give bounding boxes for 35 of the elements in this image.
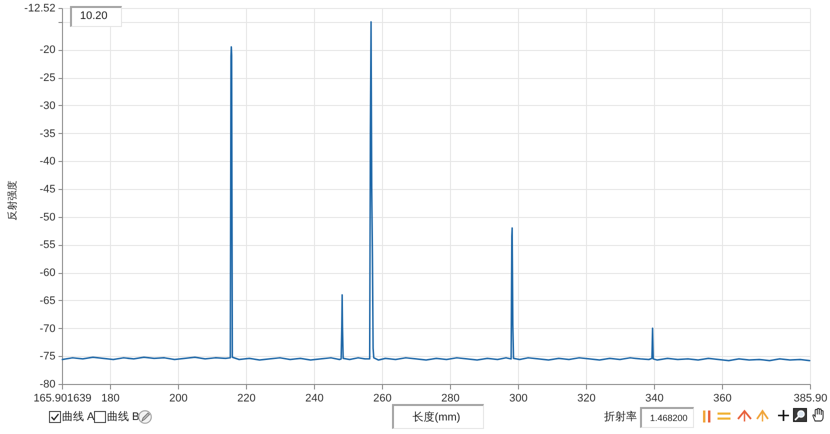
x-tick-label: 260 xyxy=(373,392,392,404)
y-tick-label: -80 xyxy=(40,378,56,390)
x-tick-label: 180 xyxy=(101,392,120,404)
x-tick-label: 220 xyxy=(237,392,256,404)
x-tick-label: 200 xyxy=(169,392,188,404)
y-tick-label: -55 xyxy=(40,239,56,252)
x-tick-label: 320 xyxy=(577,392,596,404)
y-tick-label: -40 xyxy=(40,156,56,168)
y-axis-title: 反射强度 xyxy=(6,180,18,220)
y-tick-label: -50 xyxy=(40,211,56,224)
y-tick-label: -60 xyxy=(40,267,56,280)
text: 曲线 A xyxy=(62,411,94,424)
text: 曲线 B xyxy=(107,411,140,424)
x-tick-label: 240 xyxy=(305,392,324,404)
y-tick-label: -20 xyxy=(40,44,56,56)
x-tick-label: 280 xyxy=(441,392,460,404)
y-tick-label: -12.52 xyxy=(24,2,56,14)
y-tick-label: -30 xyxy=(40,100,56,112)
line-series xyxy=(62,21,810,362)
y-tick-label: -25 xyxy=(40,72,56,84)
y-tick-label: -45 xyxy=(40,183,56,196)
x-tick-label: 385.90 xyxy=(794,392,828,404)
text-field: 10.20 xyxy=(70,6,122,27)
text-field: 1.468200 xyxy=(640,407,694,428)
y-tick-label: -35 xyxy=(40,128,56,140)
x-tick-label: 340 xyxy=(645,392,664,404)
y-tick-label: -75 xyxy=(40,350,56,363)
y-tick-label: -70 xyxy=(40,322,56,335)
x-axis-title: 长度(mm) xyxy=(412,410,460,424)
x-tick-label: 360 xyxy=(713,392,732,404)
x-tick-label: 300 xyxy=(509,392,528,404)
text: 折射率 xyxy=(604,411,637,424)
y-tick-label: -65 xyxy=(40,294,56,307)
x-tick-label: 165.901639 xyxy=(33,392,92,404)
annotation: 10.20 xyxy=(80,10,108,24)
